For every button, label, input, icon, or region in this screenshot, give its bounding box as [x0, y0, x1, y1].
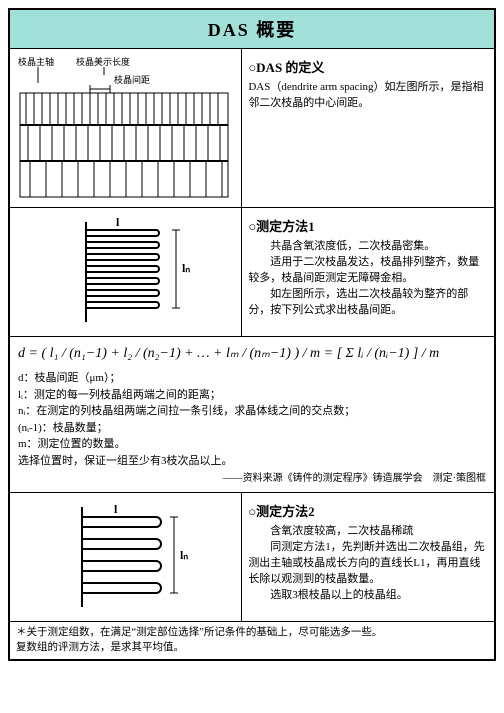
svg-text:枝晶美示长度: 枝晶美示长度: [76, 56, 130, 67]
method2-line: 含氧浓度较高，二次枝晶稀疏: [248, 524, 488, 540]
definition-text-cell: ○DAS 的定义 DAS（dendrite arm spacing）如左图所示，…: [242, 49, 494, 207]
formula-def: nᵢ：在测定的列枝晶组两端之间拉一条引线，求晶体线之间的交点数；: [18, 403, 486, 420]
figure-method1: lₙ l: [10, 208, 242, 336]
footnote: ＊关于测定组数，在满足“测定部位选择”所记条件的基础上，尽可能选多一些。 复数组…: [10, 622, 494, 659]
footnote-line: 复数组的评测方法，是求其平均值。: [16, 641, 488, 656]
method2-heading: ○测定方法2: [248, 501, 488, 520]
figure-dendrite-structure: 枝晶主轴 枝晶美示长度 枝晶间距: [10, 49, 242, 207]
method1-line: 适用于二次枝晶发达，枝晶排列整齐，数量较多，枝晶间距测定无障碍金相。: [248, 255, 488, 287]
method2-text-cell: ○测定方法2 含氧浓度较高，二次枝晶稀疏 同测定方法1，先判断并选出二次枝晶组，…: [242, 493, 494, 621]
method1-text-cell: ○测定方法1 共晶含氧浓度低，二次枝晶密集。 适用于二次枝晶发达，枝晶排列整齐，…: [242, 208, 494, 336]
definition-heading: ○DAS 的定义: [248, 57, 488, 76]
formula-note: 选择位置时，保证一组至少有3枝次品以上。: [18, 453, 486, 470]
svg-text:枝晶间距: 枝晶间距: [114, 74, 150, 85]
method2-sketch-icon: lₙ l: [46, 497, 206, 617]
page-title: DAS 概要: [10, 10, 494, 49]
row-formula: d = ( l₁ / (n₁−1) + l₂ / (n₂−1) + … + lₘ…: [10, 337, 494, 493]
method1-sketch-icon: lₙ l: [46, 212, 206, 332]
method1-line: 共晶含氧浓度低，二次枝晶密集。: [248, 239, 488, 255]
method1-line: 如左图所示，选出二次枝晶较为整齐的部分，按下列公式求出枝晶间距。: [248, 287, 488, 319]
svg-text:lₙ: lₙ: [182, 261, 190, 275]
sheet: DAS 概要 枝晶主轴 枝晶美示长度 枝晶间距: [8, 8, 496, 661]
figure-method2: lₙ l: [10, 493, 242, 621]
method1-heading: ○测定方法1: [248, 216, 488, 235]
method2-line: 选取3根枝晶以上的枝晶组。: [248, 588, 488, 604]
row-definition: 枝晶主轴 枝晶美示长度 枝晶间距: [10, 49, 494, 208]
formula-credit: ——资料来源《铸件的测定程序》铸造展学会 测定·策图框: [18, 471, 486, 486]
svg-text:枝晶主轴: 枝晶主轴: [18, 56, 54, 67]
formula-def: (nᵢ-1)：枝晶数量；: [18, 420, 486, 437]
row-method1: lₙ l ○测定方法1 共晶含氧浓度低，二次枝晶密集。 适用于二次枝晶发达，枝晶…: [10, 208, 494, 337]
dendrite-sketch-icon: 枝晶主轴 枝晶美示长度 枝晶间距: [14, 53, 236, 203]
method2-line: 同测定方法1，先判断并选出二次枝晶组，先测出主轴或枝晶成长方向的直线长L1，再用…: [248, 540, 488, 588]
formula-expression: d = ( l₁ / (n₁−1) + l₂ / (n₂−1) + … + lₘ…: [18, 343, 486, 364]
method2-body: 含氧浓度较高，二次枝晶稀疏 同测定方法1，先判断并选出二次枝晶组，先测出主轴或枝…: [248, 524, 488, 604]
footnote-line: ＊关于测定组数，在满足“测定部位选择”所记条件的基础上，尽可能选多一些。: [16, 626, 488, 641]
formula-def: m：测定位置的数量。: [18, 436, 486, 453]
definition-body: DAS（dendrite arm spacing）如左图所示，是指相邻二次枝晶的…: [248, 80, 488, 112]
formula-def: lᵢ：测定的每一列枝晶组两端之间的距离；: [18, 387, 486, 404]
method1-body: 共晶含氧浓度低，二次枝晶密集。 适用于二次枝晶发达，枝晶排列整齐，数量较多，枝晶…: [248, 239, 488, 319]
svg-text:l: l: [114, 502, 118, 516]
formula-def: d：枝晶间距（μm）；: [18, 370, 486, 387]
row-method2: lₙ l ○测定方法2 含氧浓度较高，二次枝晶稀疏 同测定方法1，先判断并选出二…: [10, 493, 494, 622]
svg-text:l: l: [116, 215, 120, 229]
svg-text:lₙ: lₙ: [180, 548, 188, 562]
